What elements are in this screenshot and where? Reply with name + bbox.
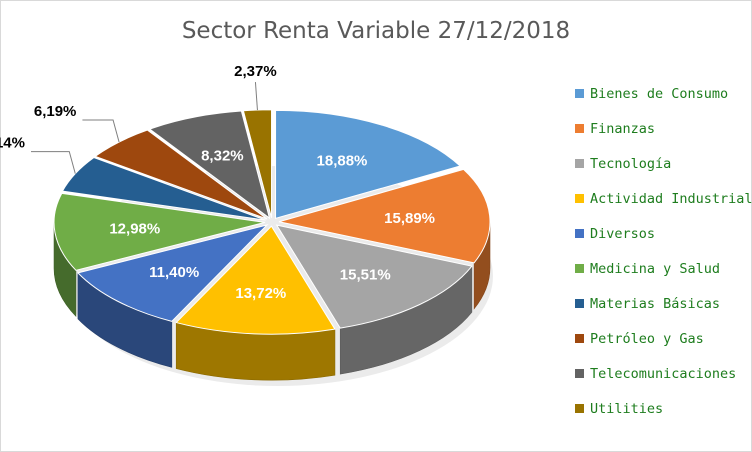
legend-item-medicina-y-salud: Medicina y Salud (575, 251, 752, 286)
legend-item-diversos: Diversos (575, 216, 752, 251)
data-label-finanzas: 15,89% (384, 210, 435, 227)
legend-item-materias-basicas: Materias Básicas (575, 286, 752, 321)
leader-line-utilities (254, 82, 258, 111)
legend-swatch (575, 229, 584, 238)
legend-item-finanzas: Finanzas (575, 111, 752, 146)
slice-bienes-de-consumo (275, 109, 462, 220)
legend-swatch (575, 334, 584, 343)
slice-actividad-industrial (175, 225, 336, 335)
chart-legend: Bienes de Consumo Finanzas Tecnología Activ… (575, 76, 752, 426)
slice-medicina-y-salud (53, 192, 266, 271)
legend-label: Utilities (590, 400, 664, 417)
legend-swatch (575, 299, 584, 308)
legend-swatch (575, 89, 584, 98)
slice-finanzas (278, 168, 491, 264)
legend-label: Finanzas (590, 120, 656, 137)
legend-item-bienes-de-consumo: Bienes de Consumo (575, 76, 752, 111)
legend-swatch (575, 264, 584, 273)
chart-title: Sector Renta Variable 27/12/2018 (181, 18, 571, 44)
leader-line-materias-basicas (30, 151, 76, 174)
legend-label: Bienes de Consumo (590, 85, 729, 102)
legend-label: Medicina y Salud (590, 260, 721, 277)
data-label-tecnologia: 15,51% (340, 266, 391, 283)
legend-label: Diversos (590, 225, 656, 242)
legend-item-utilities: Utilities (575, 391, 752, 426)
data-label-utilities: 2,37% (234, 63, 277, 80)
data-label-medicina-y-salud: 12,98% (109, 221, 160, 238)
slice-materias-basicas (61, 156, 266, 221)
data-label-petroleo-y-gas: 6,19% (34, 103, 77, 120)
legend-swatch (575, 404, 584, 413)
legend-label: Actividad Industrial (590, 190, 752, 207)
legend-item-actividad-industrial: Actividad Industrial (575, 181, 752, 216)
legend-item-petroleo-y-gas: Petróleo y Gas (575, 321, 752, 356)
legend-swatch (575, 194, 584, 203)
slice-petroleo-y-gas (94, 129, 268, 220)
data-label-bienes-de-consumo: 18,88% (317, 153, 368, 170)
data-label-actividad-industrial: 13,72% (235, 285, 286, 302)
slice-tecnologia (275, 224, 473, 329)
legend-label: Telecomunicaciones (590, 365, 737, 382)
legend-swatch (575, 159, 584, 168)
data-label-telecomunicaciones: 8,32% (201, 148, 244, 165)
legend-item-telecomunicaciones: Telecomunicaciones (575, 356, 752, 391)
data-label-materias-basicas: 6,14% (0, 135, 25, 152)
leader-line-petroleo-y-gas (82, 119, 120, 143)
legend-label: Tecnología (590, 155, 672, 172)
slice-diversos (76, 224, 269, 322)
legend-label: Materias Básicas (590, 295, 721, 312)
data-label-diversos: 11,40% (149, 264, 199, 281)
legend-swatch (575, 369, 584, 378)
legend-item-tecnologia: Tecnología (575, 146, 752, 181)
slice-telecomunicaciones (148, 110, 271, 220)
legend-label: Petróleo y Gas (590, 330, 704, 347)
legend-swatch (575, 124, 584, 133)
